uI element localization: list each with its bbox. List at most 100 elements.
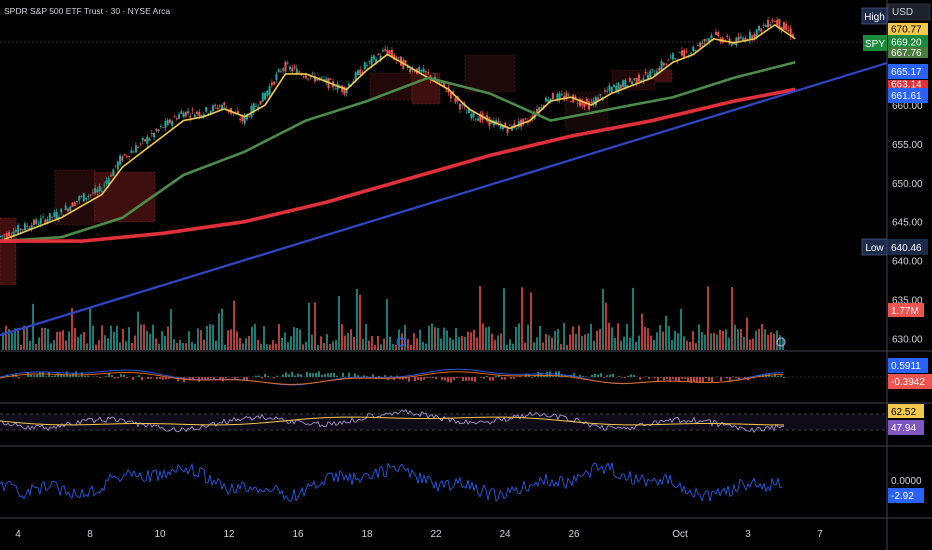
macd-histogram-bar	[168, 377, 170, 379]
macd-histogram-bar	[489, 377, 491, 381]
volume-bar	[716, 334, 718, 350]
candle-body	[576, 103, 579, 105]
candle-body	[46, 219, 49, 222]
volume-bar	[374, 344, 376, 350]
zone-box	[464, 54, 516, 93]
candle-body	[742, 38, 745, 41]
volume-bar	[698, 324, 700, 350]
volume-bar	[212, 324, 214, 350]
macd-histogram-bar	[237, 377, 239, 378]
macd-histogram-bar	[294, 375, 296, 377]
macd-histogram-bar	[402, 377, 404, 380]
volume-bar	[467, 331, 469, 350]
volume-bar	[569, 334, 571, 350]
volume-bar	[236, 331, 238, 350]
volume-bar	[533, 342, 535, 350]
candle-body	[690, 52, 693, 54]
macd-histogram-bar	[366, 376, 368, 377]
macd-histogram-bar	[546, 371, 548, 377]
volume-bar	[101, 325, 103, 350]
macd-histogram-bar	[111, 375, 113, 377]
candle-body	[560, 94, 563, 96]
candle-body	[279, 71, 282, 73]
volume-bar	[764, 329, 766, 350]
candle-body	[381, 50, 384, 52]
macd-histogram-bar	[120, 373, 122, 377]
macd-value: 0.5911	[891, 361, 921, 372]
candle-body	[653, 73, 656, 76]
candle-body	[209, 110, 212, 114]
candle-body	[388, 50, 391, 54]
macd-histogram-bar	[672, 377, 674, 380]
osc-zero-label: 0.0000	[891, 476, 922, 487]
candle-body	[424, 71, 427, 73]
candle-body	[436, 81, 439, 83]
volume-bar	[617, 323, 619, 350]
volume-bar	[68, 331, 70, 350]
macd-histogram-bar	[459, 377, 461, 378]
candle-body	[184, 111, 187, 117]
volume-bar	[443, 327, 445, 350]
volume-bar	[266, 344, 268, 350]
candle-body	[334, 88, 337, 90]
candle-body	[159, 126, 162, 128]
candle-body	[599, 94, 602, 96]
macd-histogram-bar	[156, 377, 158, 380]
volume-bar	[734, 324, 736, 350]
candle-body	[773, 21, 776, 23]
candle-body	[680, 50, 683, 56]
volume-bar	[473, 329, 475, 350]
macd-histogram-bar	[600, 373, 602, 377]
volume-bar	[254, 323, 256, 350]
candle-body	[164, 120, 167, 128]
volume-bar	[110, 325, 112, 350]
macd-histogram-bar	[573, 373, 575, 377]
candle-body	[320, 77, 323, 79]
ema-fast-value: 667.76	[891, 48, 922, 59]
volume-bar	[371, 335, 373, 350]
candle-body	[420, 70, 423, 72]
candle-body	[606, 90, 609, 92]
volume-bar	[458, 337, 460, 350]
macd-histogram-bar	[492, 377, 494, 381]
macd-histogram-bar	[483, 377, 485, 379]
volume-bar	[53, 339, 55, 350]
candle-body	[191, 109, 194, 111]
candle-body	[189, 115, 192, 118]
volume-bar	[341, 324, 343, 350]
macd-histogram-bar	[258, 375, 260, 377]
candle-body	[499, 123, 502, 129]
time-axis-label: 22	[430, 529, 442, 540]
volume-bar	[323, 343, 325, 350]
candle-body	[180, 111, 183, 114]
volume-bar	[32, 303, 34, 350]
volume-bar	[416, 338, 418, 350]
price-axis-label: 635.00	[892, 295, 923, 306]
candle-body	[26, 225, 29, 227]
candle-body	[764, 25, 767, 28]
currency-badge[interactable]: USD	[887, 3, 931, 21]
volume-bar	[446, 330, 448, 350]
macd-histogram-bar	[255, 375, 257, 377]
candle-body	[236, 111, 239, 115]
event-marker-icon[interactable]	[396, 337, 406, 347]
volume-bar	[137, 311, 139, 350]
macd-histogram-bar	[186, 377, 188, 378]
candle-body	[642, 78, 645, 81]
volume-bar	[116, 325, 118, 350]
flash-marker-icon[interactable]	[776, 337, 786, 347]
macd-histogram-bar	[660, 377, 662, 378]
candle-body	[44, 219, 47, 224]
volume-bar	[41, 327, 43, 350]
low-label: Low	[865, 243, 884, 254]
volume-bar	[527, 324, 529, 350]
candle-body	[717, 32, 720, 37]
candle-body	[594, 96, 597, 106]
candle-body	[30, 225, 33, 230]
candle-body	[470, 113, 473, 119]
volume-bar	[359, 294, 361, 350]
volume-bar	[368, 340, 370, 350]
candle-body	[221, 105, 224, 110]
volume-bar	[548, 335, 550, 350]
volume-bar	[428, 325, 430, 350]
